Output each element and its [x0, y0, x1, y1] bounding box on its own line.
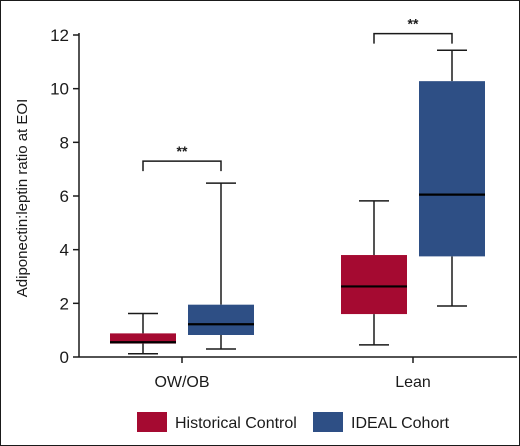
boxes: [110, 49, 485, 355]
x-tick-label: OW/OB: [154, 374, 209, 391]
y-tick-label: 2: [60, 294, 69, 313]
y-tick-label: 6: [60, 187, 69, 206]
y-tick-label: 12: [50, 26, 69, 45]
box-historical-owob: [110, 312, 176, 355]
y-tick-label: 8: [60, 133, 69, 152]
x-tick-label: Lean: [395, 374, 431, 391]
significance-bracket: [373, 32, 453, 44]
significance-label: **: [177, 143, 188, 159]
significance-annotations: ** **: [142, 16, 453, 172]
y-ticks: 0 2 4 6 8 10 12: [50, 26, 79, 367]
x-ticks: OW/OB Lean: [154, 357, 431, 391]
box-ideal-owob: [188, 182, 254, 350]
box-ideal-lean: [419, 49, 485, 307]
legend-label: IDEAL Cohort: [351, 415, 450, 432]
y-tick-label: 4: [60, 241, 69, 260]
legend: Historical Control IDEAL Cohort: [137, 412, 450, 432]
box-historical-lean: [341, 200, 407, 346]
legend-swatch: [313, 412, 343, 432]
iqr-box: [341, 255, 407, 315]
y-tick-label: 10: [50, 80, 69, 99]
iqr-box: [188, 304, 254, 335]
legend-label: Historical Control: [175, 415, 297, 432]
iqr-box: [110, 333, 176, 344]
significance-bracket: [142, 160, 222, 172]
significance-label: **: [408, 16, 419, 32]
legend-swatch: [137, 412, 167, 432]
iqr-box: [419, 81, 485, 257]
y-axis-label: Adiponectin:leptin ratio at EOI: [14, 99, 31, 297]
y-tick-label: 0: [60, 348, 69, 367]
